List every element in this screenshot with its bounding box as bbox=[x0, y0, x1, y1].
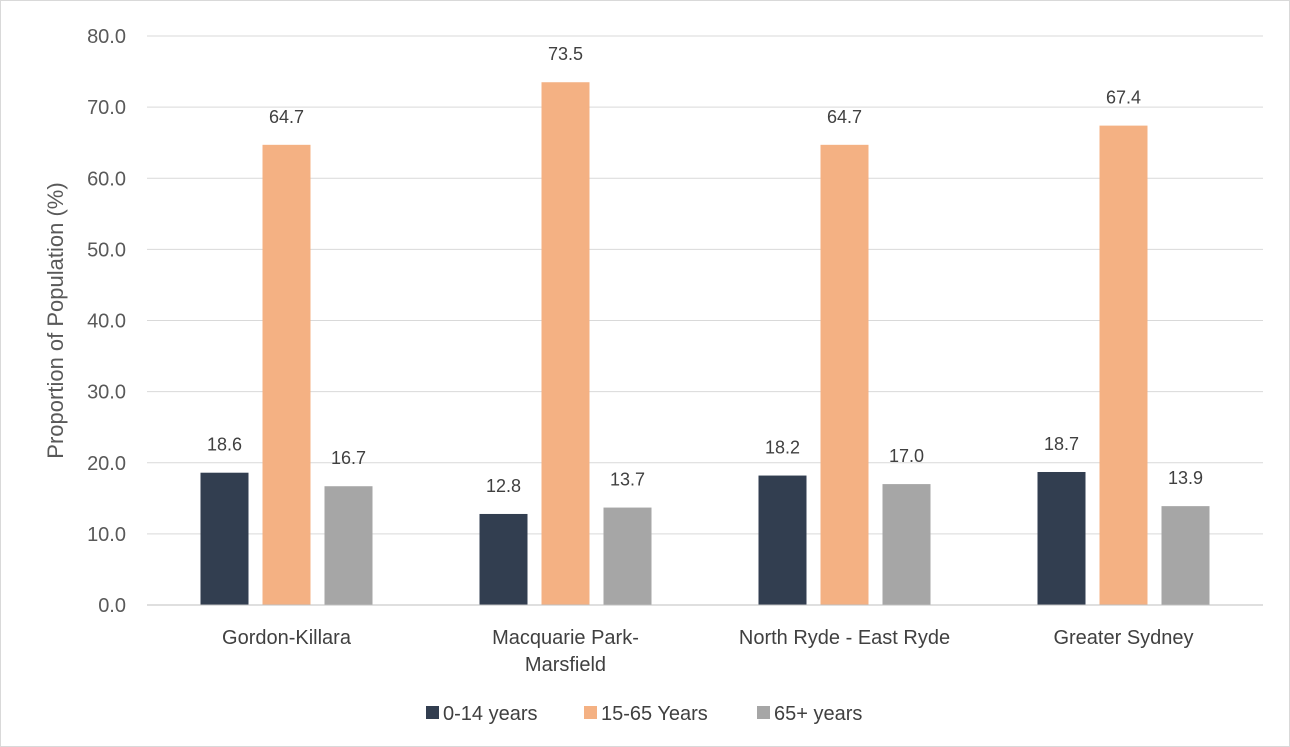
x-axis-categories: Gordon-Killara Macquarie Park- Marsfield No… bbox=[222, 627, 1194, 676]
y-axis-ticks: 0.0 10.0 20.0 30.0 40.0 50.0 60.0 70.0 80.0 bbox=[87, 26, 126, 617]
x-category-label-line: North Ryde - East Ryde bbox=[739, 627, 950, 649]
bar bbox=[262, 144, 311, 606]
x-category-label-line: Greater Sydney bbox=[1053, 627, 1193, 649]
bar bbox=[1161, 506, 1210, 605]
x-category-label: Macquarie Park- Marsfield bbox=[492, 627, 639, 676]
data-label: 67.4 bbox=[1106, 88, 1141, 108]
y-tick-label: 50.0 bbox=[87, 239, 126, 261]
x-category-label-line: Gordon-Killara bbox=[222, 627, 352, 649]
legend-swatch bbox=[584, 706, 597, 719]
y-tick-label: 0.0 bbox=[98, 595, 126, 617]
bar bbox=[200, 472, 249, 605]
y-tick-label: 80.0 bbox=[87, 26, 126, 48]
data-label: 73.5 bbox=[548, 44, 583, 64]
bars bbox=[200, 82, 1210, 606]
bar bbox=[882, 484, 931, 605]
x-category-label-line: Marsfield bbox=[525, 654, 606, 676]
legend-swatch bbox=[426, 706, 439, 719]
y-tick-label: 20.0 bbox=[87, 453, 126, 475]
y-tick-label: 60.0 bbox=[87, 168, 126, 190]
x-category-label: North Ryde - East Ryde bbox=[739, 627, 950, 649]
data-labels: 18.6 64.7 16.7 12.8 73.5 13.7 18.2 64.7 17.0 18.7… bbox=[207, 44, 1203, 496]
data-label: 18.7 bbox=[1044, 434, 1079, 454]
data-label: 64.7 bbox=[827, 107, 862, 127]
bar bbox=[541, 82, 590, 605]
bar bbox=[1099, 125, 1148, 606]
gridlines bbox=[147, 35, 1263, 535]
bar bbox=[603, 507, 652, 605]
data-label: 18.6 bbox=[207, 435, 242, 455]
legend-label: 0-14 years bbox=[443, 703, 538, 725]
legend-label: 15-65 Years bbox=[601, 703, 708, 725]
data-label: 16.7 bbox=[331, 448, 366, 468]
x-category-label-line: Macquarie Park- bbox=[492, 627, 639, 649]
data-label: 17.0 bbox=[889, 446, 924, 466]
bar bbox=[1037, 471, 1086, 605]
y-tick-label: 30.0 bbox=[87, 382, 126, 404]
data-label: 64.7 bbox=[269, 107, 304, 127]
y-tick-label: 10.0 bbox=[87, 524, 126, 546]
x-category-label: Greater Sydney bbox=[1053, 627, 1193, 649]
legend-swatch bbox=[757, 706, 770, 719]
x-category-label: Gordon-Killara bbox=[222, 627, 352, 649]
data-label: 12.8 bbox=[486, 476, 521, 496]
y-tick-label: 40.0 bbox=[87, 311, 126, 333]
y-tick-label: 70.0 bbox=[87, 97, 126, 119]
legend-label: 65+ years bbox=[774, 703, 862, 725]
y-axis-title: Proportion of Population (%) bbox=[43, 182, 68, 458]
data-label: 13.9 bbox=[1168, 468, 1203, 488]
legend: 0-14 years 15-65 Years 65+ years bbox=[426, 703, 862, 725]
bar bbox=[324, 486, 373, 605]
bar bbox=[758, 475, 807, 605]
data-label: 13.7 bbox=[610, 470, 645, 490]
bar bbox=[479, 513, 528, 605]
bar bbox=[820, 144, 869, 606]
data-label: 18.2 bbox=[765, 438, 800, 458]
